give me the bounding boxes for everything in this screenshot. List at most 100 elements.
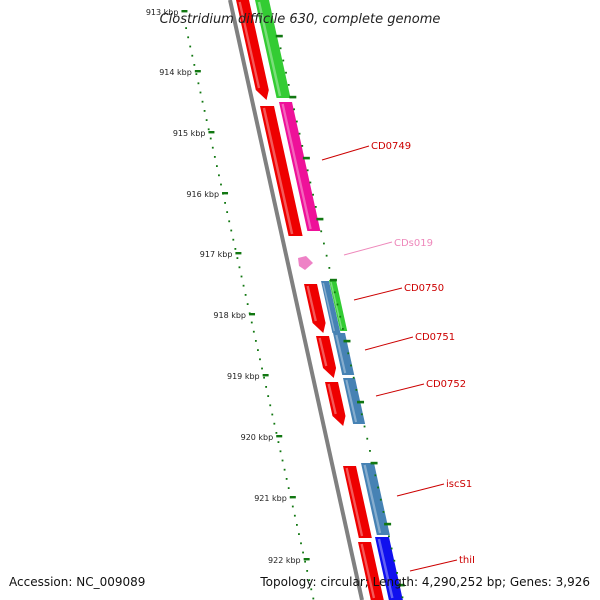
gene-feature-blue-shine: [377, 538, 394, 599]
major-scale-tick: [276, 435, 283, 438]
outer-major-tick: [316, 217, 324, 221]
outer-tick-dot: [320, 230, 323, 233]
scale-dot: [302, 551, 304, 554]
gene-feature-green: [329, 280, 348, 331]
scale-dot: [291, 505, 294, 508]
scale-dot: [283, 468, 286, 471]
scale-dot: [250, 321, 253, 324]
gene-feature-red-shine: [360, 543, 376, 599]
gene-feature-green: [255, 0, 291, 98]
outer-tick-dot: [341, 328, 344, 330]
gene-feature-magenta: [279, 102, 321, 231]
scale-dot: [267, 395, 270, 397]
gene-feature-red: [236, 0, 269, 100]
gene-feature-steel: [321, 281, 341, 333]
scale-dot: [259, 358, 261, 361]
scale-dot: [269, 404, 272, 407]
gene-label[interactable]: CD0752: [426, 379, 466, 390]
genome-summary-text: Topology: circular; Length: 4,290,252 bp…: [259, 575, 590, 589]
outer-tick-dot: [339, 315, 342, 318]
gene-label[interactable]: thiI: [459, 555, 475, 566]
major-scale-tick: [303, 558, 310, 561]
kbp-label: 917 kbp: [200, 250, 233, 259]
gene-label[interactable]: CDs019: [394, 238, 433, 249]
outer-tick-dot: [347, 352, 350, 355]
gene-label[interactable]: CD0751: [415, 332, 455, 343]
outer-tick-dot: [401, 596, 404, 599]
scale-dot: [271, 413, 274, 416]
outer-tick-dot: [282, 59, 285, 62]
scale-dot: [304, 560, 307, 563]
outer-tick-dot: [309, 181, 312, 184]
outer-tick-dot: [382, 511, 385, 513]
scale-dot: [312, 597, 315, 600]
kbp-label: 916 kbp: [186, 190, 219, 199]
outer-tick-dot: [374, 474, 377, 477]
outer-major-tick: [329, 278, 337, 282]
outer-tick-dot: [285, 71, 287, 74]
scale-dot: [263, 376, 265, 379]
outer-tick-dot: [355, 389, 358, 391]
scale-dot: [275, 432, 278, 434]
gene-label-leader: [353, 287, 403, 301]
outer-tick-dot: [369, 450, 371, 452]
gene-feature-red-shine: [238, 1, 261, 89]
kbp-label: 919 kbp: [227, 372, 260, 381]
major-scale-tick: [194, 70, 201, 73]
outer-tick-track: [275, 34, 405, 599]
gene-feature-pink: [298, 256, 313, 270]
outer-major-tick: [397, 583, 405, 587]
outer-tick-dot: [379, 498, 382, 501]
scale-dot: [285, 478, 288, 480]
outer-tick-dot: [352, 376, 355, 379]
scale-dot: [207, 128, 210, 131]
gene-feature-red-shine: [345, 467, 364, 537]
scale-dot: [244, 294, 247, 296]
outer-tick-dot: [390, 547, 393, 550]
scale-dot: [265, 386, 268, 388]
scale-dot: [306, 570, 309, 572]
scale-dot: [205, 119, 208, 121]
gene-label[interactable]: CD0750: [404, 283, 444, 294]
gene-label-leader: [375, 383, 425, 397]
scale-dot: [296, 524, 298, 526]
outer-tick-dot: [350, 364, 352, 367]
outer-tick-dot: [377, 486, 379, 489]
gene-label[interactable]: iscS1: [446, 479, 472, 490]
scale-dot: [287, 487, 290, 489]
major-scale-tick: [235, 252, 242, 255]
kbp-label: 915 kbp: [173, 129, 206, 138]
major-scale-tick: [222, 192, 229, 195]
outer-major-tick: [384, 522, 392, 526]
major-scale-tick: [262, 374, 269, 377]
scale-dot: [185, 27, 188, 29]
scale-dot: [213, 156, 216, 158]
outer-tick-dot: [314, 206, 317, 208]
gene-label[interactable]: CD0749: [371, 141, 411, 152]
outer-tick-dot: [366, 437, 369, 440]
outer-tick-dot: [333, 291, 336, 294]
gene-features: [236, 0, 403, 600]
accession-text: Accession: NC_009089: [9, 575, 145, 589]
scale-dot: [209, 137, 212, 140]
genome-backbone: [228, 0, 364, 600]
scale-dot: [203, 110, 206, 112]
scale-dot: [238, 266, 241, 269]
gene-feature-steel-shine: [345, 379, 358, 423]
gene-label-leader: [396, 483, 445, 497]
gene-feature-red: [316, 336, 337, 378]
gene-feature-blue: [375, 537, 403, 600]
scale-dot: [211, 146, 214, 149]
outer-tick-dot: [295, 120, 298, 123]
gene-labels: CD0749 CDs019 CD0750 CD0751 CD0752 iscS1 thiI: [321, 141, 475, 572]
scale-dot: [187, 36, 190, 39]
scale-dot: [240, 275, 243, 278]
outer-major-tick: [275, 34, 283, 38]
scale-dot: [228, 220, 231, 223]
scale-dot: [230, 229, 233, 232]
major-scale-tick: [249, 313, 256, 316]
gene-feature-red: [304, 284, 326, 333]
gene-feature-steel-shine: [322, 282, 335, 332]
gene-feature-red-shine: [318, 337, 328, 367]
